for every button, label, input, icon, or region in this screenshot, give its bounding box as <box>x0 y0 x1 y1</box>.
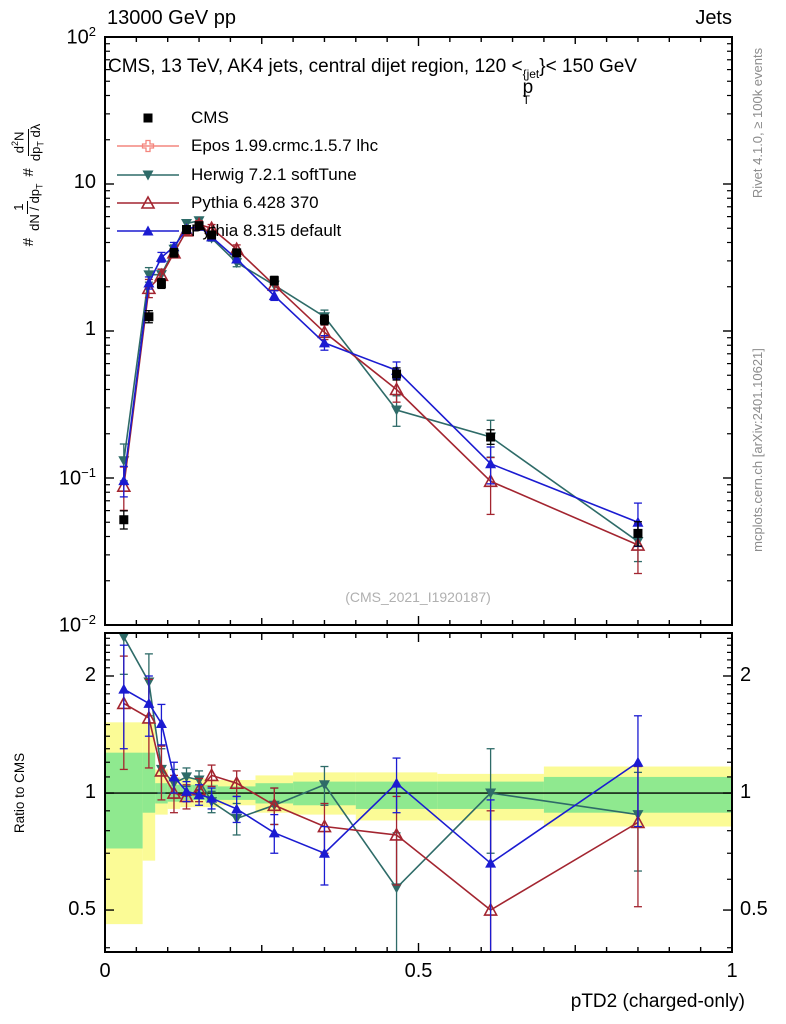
analysis-group-label: Jets <box>695 7 732 29</box>
x-tick-label: 0.5 <box>404 960 433 982</box>
x-tick-label: 1 <box>726 960 738 982</box>
rivet-version-note: Rivet 4.1.0, ≥ 100k events <box>750 47 765 199</box>
ratio-y-tick-label-right: 0.5 <box>740 898 768 921</box>
legend-label-pythia8: Pythia 8.315 default <box>191 221 342 240</box>
legend-label-pythia6: Pythia 6.428 370 <box>191 193 319 212</box>
plot-title-text: CMS, 13 TeV, AK4 jets, central dijet reg… <box>108 56 523 77</box>
pythia8-marker-icon <box>117 225 179 236</box>
ratio-y-tick-label-right: 2 <box>740 663 752 686</box>
x-axis-label: pTD2 (charged-only) <box>570 991 745 1012</box>
beam-energy-label: 13000 GeV pp <box>107 7 236 29</box>
legend-item-pythia6: Pythia 6.428 370 <box>115 189 319 217</box>
legend-label-cms: CMS <box>191 108 229 127</box>
ratio-y-tick-label-right: 1 <box>740 781 752 804</box>
series-ratio-pythia8 <box>118 644 644 952</box>
main-y-tick-label: 10−2 <box>58 612 96 637</box>
pt-jet-symbol: {jet p T <box>522 67 540 107</box>
watermark: (CMS_2021_I1920187) <box>345 589 491 605</box>
ratio-y-tick-label-left: 0.5 <box>68 898 96 921</box>
main-y-tick-label: 1 <box>84 318 96 340</box>
legend-item-cms: CMS <box>115 104 229 132</box>
mcplots-arxiv-note: mcplots.cern.ch [arXiv:2401.10621] <box>750 348 765 552</box>
main-y-tick-label: 10 <box>73 171 96 193</box>
plot-title-suffix: }< 150 GeV <box>539 56 637 77</box>
ratio-y-tick-label-left: 1 <box>84 781 96 804</box>
series-main-cms <box>119 221 643 547</box>
pythia6-marker-icon <box>117 195 179 209</box>
series-main-pythia8 <box>118 220 644 548</box>
series-main-herwig <box>118 216 644 563</box>
series-main-pythia6 <box>116 216 646 575</box>
epos-marker-icon <box>117 139 179 153</box>
main-y-tick-label: 102 <box>66 24 96 49</box>
plot-title: CMS, 13 TeV, AK4 jets, central dijet reg… <box>108 56 637 106</box>
main-y-tick-label: 10−1 <box>58 465 96 490</box>
herwig-marker-icon <box>117 170 179 181</box>
series-ratio-pythia6 <box>116 655 646 952</box>
legend-label-epos: Epos 1.99.crmc.1.5.7 lhc <box>191 136 379 155</box>
ratio-y-tick-label-left: 2 <box>84 663 96 686</box>
x-tick-label: 0 <box>99 960 111 982</box>
y-axis-frac-2: d2N dpT dλ <box>10 123 46 162</box>
legend-item-herwig: Herwig 7.2.1 softTune <box>115 161 357 189</box>
legend-item-epos: Epos 1.99.crmc.1.5.7 lhc <box>115 132 378 160</box>
legend-label-herwig: Herwig 7.2.1 softTune <box>191 165 357 184</box>
legend-item-pythia8: Pythia 8.315 default <box>115 217 341 245</box>
cms-marker-icon <box>143 113 153 123</box>
